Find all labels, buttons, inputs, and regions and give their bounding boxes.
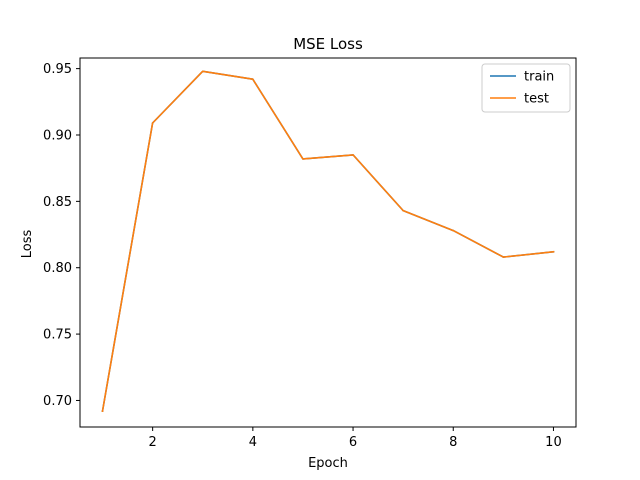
y-tick-label: 0.85	[43, 195, 72, 210]
x-tick-label: 8	[449, 435, 457, 450]
axes-frame	[79, 57, 577, 428]
x-tick-label: 10	[545, 435, 562, 450]
series-line-train	[101, 70, 555, 413]
x-tick-label: 4	[249, 435, 257, 450]
data-point-test-4	[252, 78, 254, 81]
data-point-test-1	[101, 410, 104, 412]
y-tick-label: 0.90	[43, 128, 72, 143]
data-point-test-6	[352, 154, 354, 156]
y-tick-label: 0.75	[43, 328, 72, 343]
y-tick-label: 0.80	[43, 261, 72, 276]
data-point-test-7	[402, 209, 404, 212]
data-point-test-10	[552, 250, 555, 253]
x-tick-label: 2	[149, 435, 157, 450]
legend: train test	[481, 63, 571, 113]
legend-label-train: train	[524, 70, 554, 85]
data-point-test-2	[151, 122, 154, 124]
y-axis-label: Loss	[20, 230, 35, 259]
y-tick-label: 0.95	[43, 62, 72, 77]
series-line-test	[101, 70, 555, 413]
data-point-test-5	[302, 158, 304, 160]
plot-layer	[101, 70, 555, 413]
y-tick-label: 0.70	[43, 394, 72, 409]
x-axis-label: Epoch	[308, 456, 348, 471]
axes-layer: 2 4 6 8 10 0.70 0.75 0.80 0.85 0.90 0.95	[43, 57, 577, 450]
legend-label-test: test	[524, 92, 549, 107]
data-point-test-3	[201, 70, 204, 73]
data-point-test-9	[502, 256, 505, 258]
data-point-test-8	[452, 229, 455, 232]
chart-title: MSE Loss	[293, 35, 363, 53]
x-tick-label: 6	[349, 435, 357, 450]
